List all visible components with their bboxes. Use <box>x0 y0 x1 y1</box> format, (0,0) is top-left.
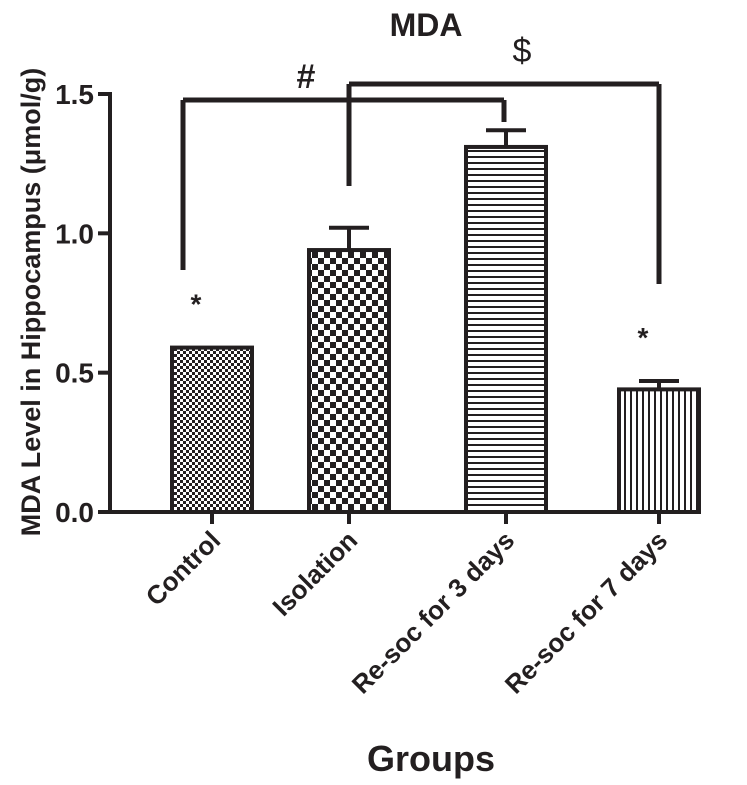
bars <box>170 144 701 515</box>
bracket-symbol-2: $ <box>513 32 532 70</box>
y-tick-label: 0.0 <box>55 497 94 528</box>
bracket-symbol-1: # <box>297 58 316 96</box>
x-tick-label: Re-soc for 7 days <box>499 525 673 699</box>
bar-1 <box>170 345 254 514</box>
bar-4 <box>617 387 701 514</box>
y-axis-label: MDA Level in Hippocampus (μmol/g) <box>16 68 46 537</box>
y-tick-label: 1.5 <box>55 79 94 110</box>
y-tick-label: 0.5 <box>55 358 94 389</box>
x-tick-label: Re-soc for 3 days <box>346 525 520 699</box>
error-bars <box>329 128 679 390</box>
y-tick-label: 1.0 <box>55 218 94 249</box>
bar-3 <box>464 144 548 515</box>
asterisk-mark: * <box>191 289 202 320</box>
x-tick-label: Control <box>140 525 227 612</box>
significance-marks: ** <box>191 289 649 353</box>
comparison-brackets: #$ <box>180 32 662 284</box>
x-tick-label: Isolation <box>266 525 363 622</box>
asterisk-mark: * <box>638 322 649 353</box>
x-axis-label: Groups <box>367 738 495 779</box>
bar-2 <box>307 248 391 514</box>
chart-title: MDA <box>390 7 463 43</box>
